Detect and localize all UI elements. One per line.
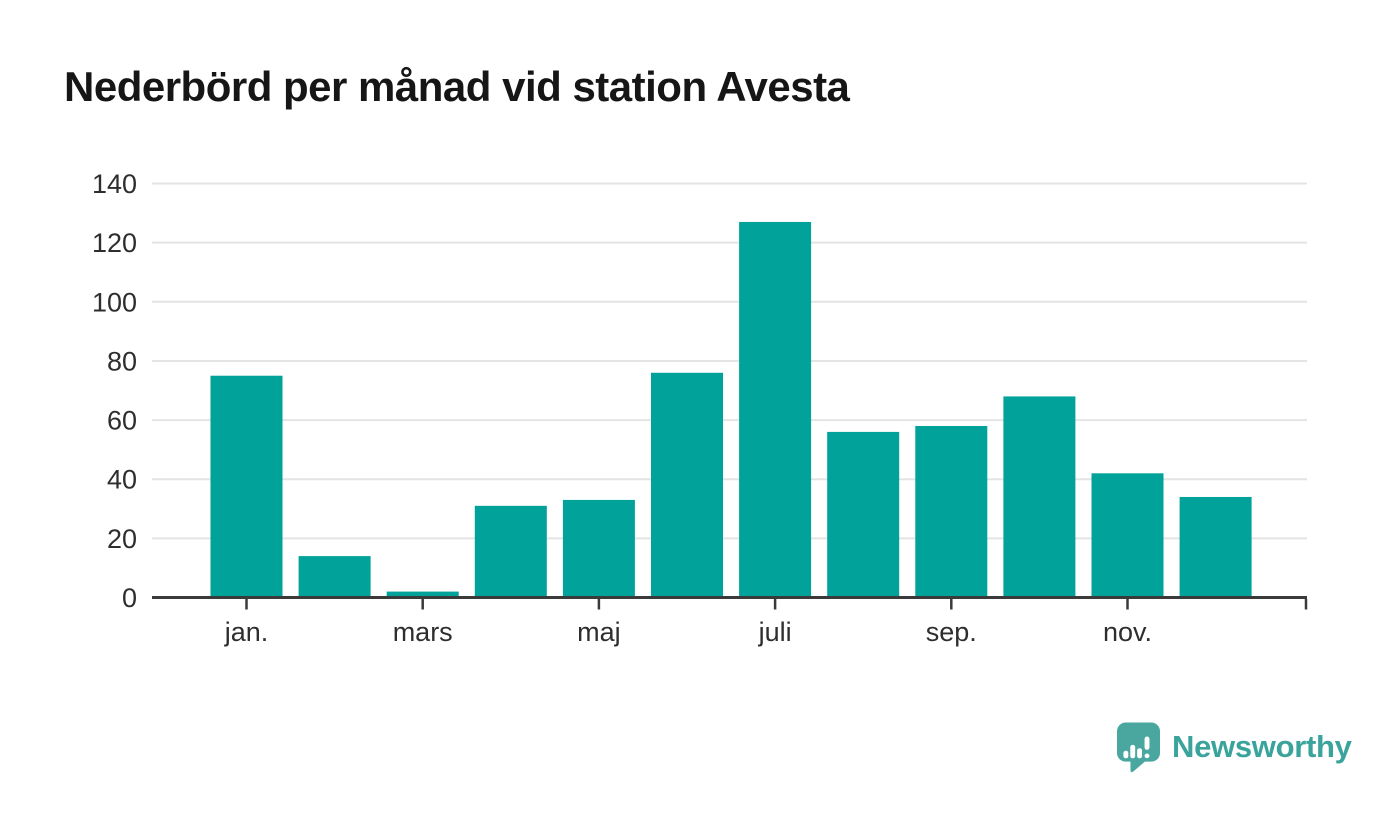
y-axis-tick-label: 0 — [122, 583, 137, 613]
y-axis-tick-label: 120 — [92, 228, 137, 258]
y-axis-tick-label: 100 — [92, 287, 137, 317]
x-axis-tick-label: mars — [393, 617, 453, 647]
x-axis-tick-label: juli — [758, 617, 792, 647]
x-axis-tick-label: nov. — [1103, 617, 1152, 647]
bar-juni — [651, 372, 723, 598]
newsworthy-logo: Newsworthy — [1115, 720, 1352, 773]
x-axis-tick-label: sep. — [926, 617, 977, 647]
y-axis-tick-label: 140 — [92, 169, 137, 199]
newsworthy-logo-icon — [1116, 722, 1161, 773]
chart-title: Nederbörd per månad vid station Avesta — [64, 63, 850, 110]
y-axis-tick-label: 60 — [107, 406, 137, 436]
x-axis-tick-label: maj — [577, 617, 621, 647]
bar-feb. — [298, 556, 371, 598]
y-axis-tick-label: 40 — [107, 465, 137, 495]
bar-apr. — [474, 505, 547, 598]
bar-okt. — [1003, 396, 1076, 598]
bar-dec. — [1179, 496, 1252, 598]
x-axis-tick-label: jan. — [224, 617, 269, 647]
bar-juli — [739, 221, 812, 598]
bar-maj — [562, 499, 635, 598]
bar-aug. — [827, 431, 900, 598]
bar-mars — [386, 591, 459, 598]
bar-jan. — [210, 375, 283, 598]
bar-nov. — [1091, 473, 1164, 598]
y-axis-tick-label: 80 — [107, 346, 137, 376]
precipitation-bar-chart: 0 20 40 60 80 100 120 140 jan. mars maj juli sep. nov… — [92, 169, 1308, 647]
y-axis-tick-label: 20 — [107, 524, 137, 554]
bar-sep. — [915, 425, 988, 598]
newsworthy-logo-text: Newsworthy — [1172, 729, 1352, 764]
